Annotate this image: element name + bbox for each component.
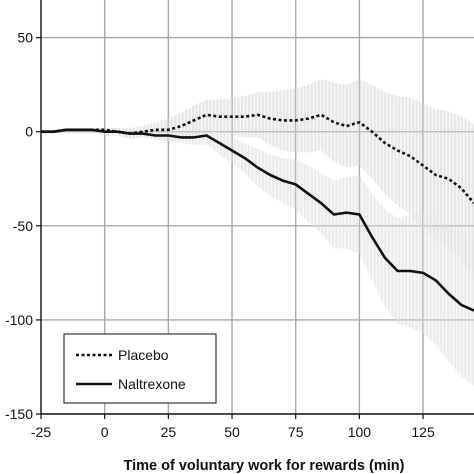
x-axis-title: Time of voluntary work for rewards (min)	[124, 458, 405, 474]
x-tick-labels: -25 0 25 50 75 100 125	[31, 414, 435, 440]
y-tick-label: -100	[5, 312, 33, 328]
legend-label-placebo: Placebo	[118, 347, 169, 363]
series-lines	[41, 113, 474, 312]
x-tick-label: 25	[161, 424, 177, 440]
x-tick-label: -25	[31, 424, 51, 440]
series-line-naltrexone	[41, 128, 474, 312]
x-tick-label: 50	[224, 424, 240, 440]
x-tick-label: 125	[411, 424, 435, 440]
y-tick-labels: -150 -100 -50 0 50	[5, 30, 41, 422]
x-tick-label: 75	[288, 424, 304, 440]
legend-box	[63, 333, 217, 404]
axes	[40, 0, 474, 415]
x-tick-label: 100	[348, 424, 372, 440]
y-tick-label: 0	[25, 124, 33, 140]
legend: Placebo Naltrexone	[63, 333, 217, 404]
legend-label-naltrexone: Naltrexone	[118, 376, 186, 392]
y-tick-label: -50	[13, 218, 33, 234]
y-tick-label: 50	[17, 30, 33, 46]
y-tick-label: -150	[5, 406, 33, 422]
x-tick-label: 0	[101, 424, 109, 440]
